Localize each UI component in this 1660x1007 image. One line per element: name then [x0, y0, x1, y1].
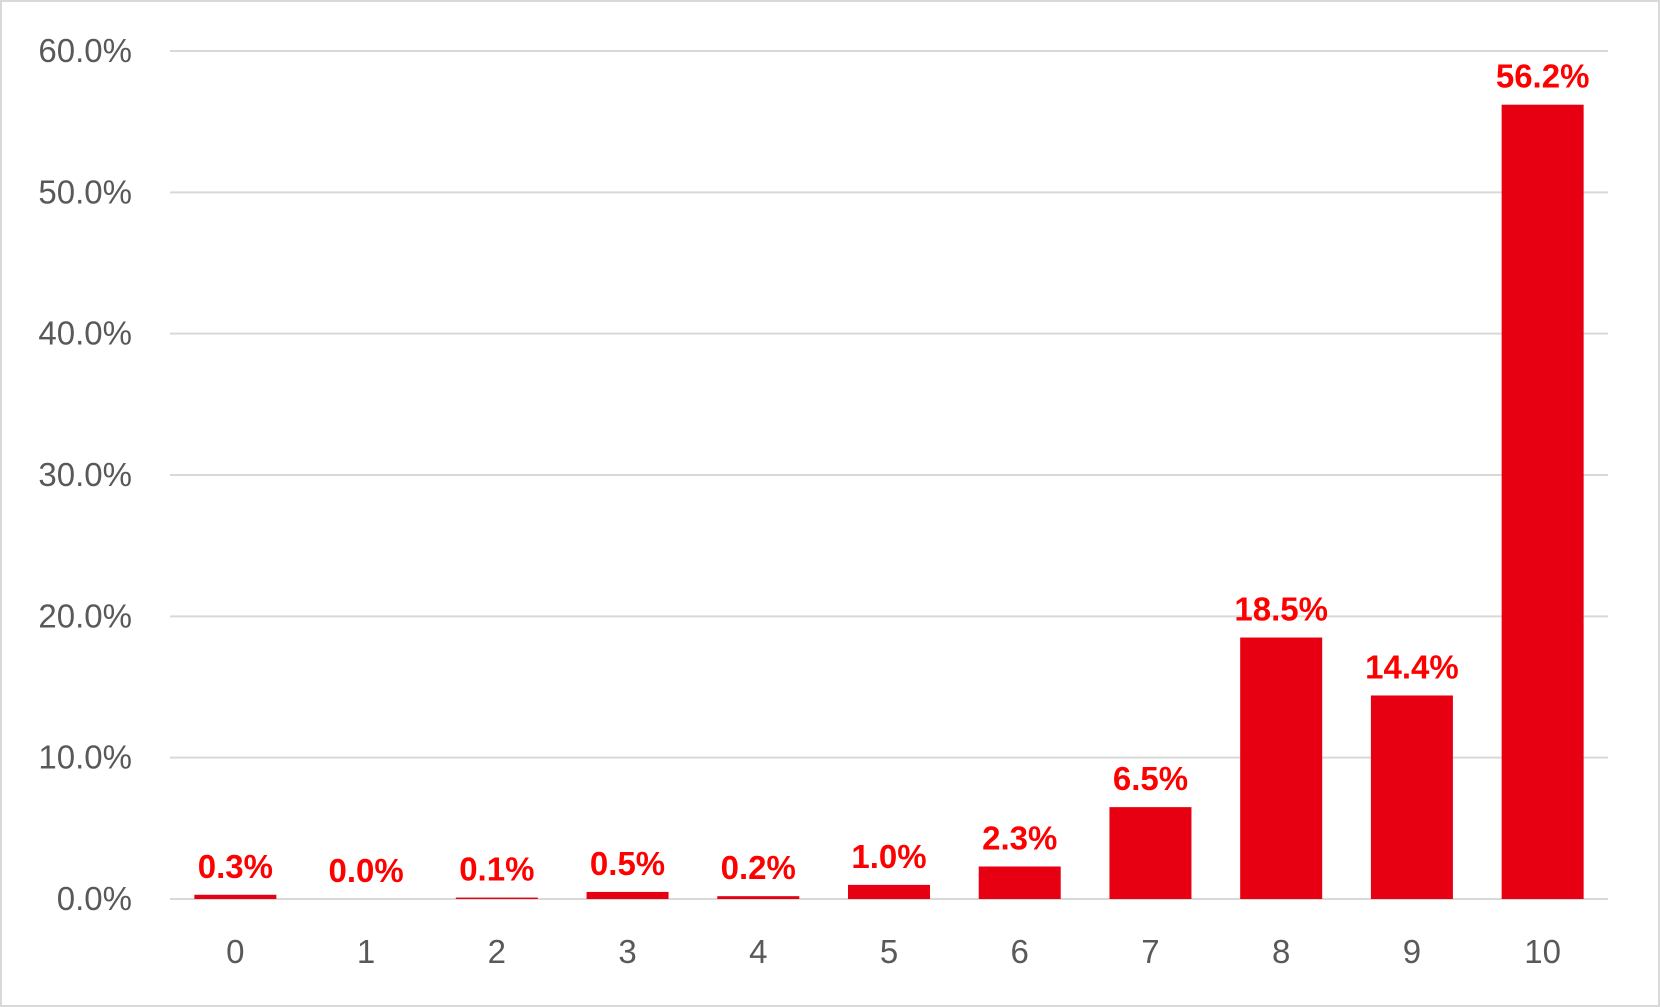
data-label: 0.2% [721, 849, 796, 886]
bar [1240, 637, 1323, 899]
x-tick-label: 5 [880, 933, 898, 970]
x-tick-label: 10 [1524, 933, 1561, 970]
x-tick-label: 1 [357, 933, 375, 970]
data-label: 0.0% [328, 852, 403, 889]
data-label: 6.5% [1113, 760, 1188, 797]
y-tick-label: 10.0% [38, 739, 132, 776]
data-label: 56.2% [1496, 58, 1590, 95]
x-tick-label: 8 [1272, 933, 1290, 970]
bar [1501, 104, 1584, 899]
x-tick-label: 2 [488, 933, 506, 970]
data-label: 0.5% [590, 845, 665, 882]
x-tick-label: 0 [226, 933, 244, 970]
data-label: 2.3% [982, 819, 1057, 856]
y-tick-label: 50.0% [38, 173, 132, 210]
bar [455, 897, 538, 899]
data-label: 0.3% [198, 848, 273, 885]
x-tick-label: 9 [1403, 933, 1421, 970]
bar [978, 866, 1061, 899]
data-label: 14.4% [1365, 648, 1459, 685]
bar [848, 884, 930, 899]
x-tick-label: 6 [1011, 933, 1029, 970]
bar [717, 896, 800, 899]
y-tick-label: 40.0% [38, 315, 132, 352]
data-label: 18.5% [1234, 591, 1328, 628]
x-tick-label: 7 [1141, 933, 1159, 970]
data-label: 1.0% [851, 838, 926, 875]
data-label: 0.1% [459, 851, 534, 888]
y-tick-label: 30.0% [38, 456, 132, 493]
x-tick-label: 4 [749, 933, 767, 970]
bar [586, 891, 669, 899]
x-tick-label: 3 [618, 933, 636, 970]
y-tick-label: 20.0% [38, 597, 132, 634]
y-tick-label: 0.0% [57, 880, 132, 917]
bar [1370, 695, 1453, 899]
bar [1109, 807, 1192, 899]
bar [194, 894, 277, 899]
y-tick-label: 60.0% [38, 32, 132, 69]
